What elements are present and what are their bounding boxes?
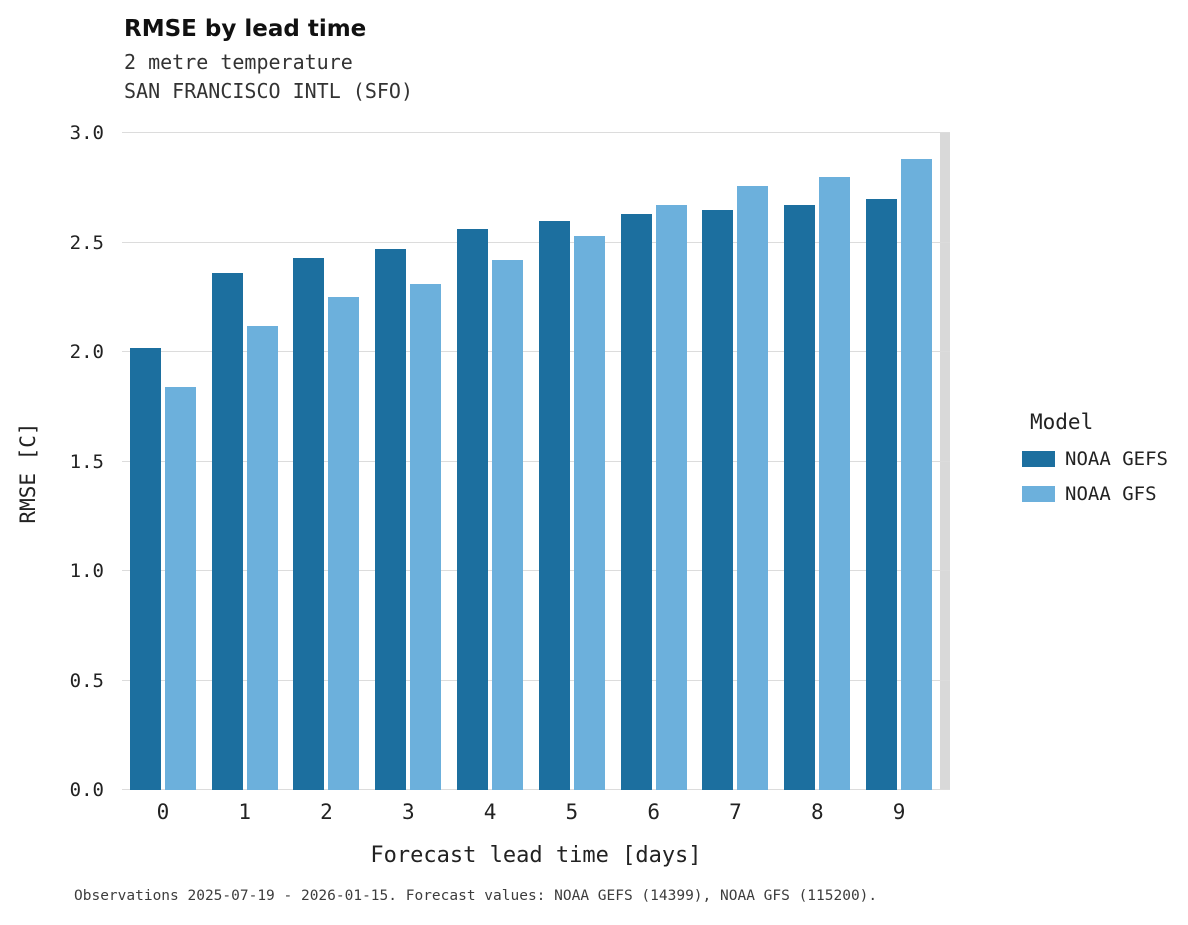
gridline xyxy=(122,351,950,352)
bar-noaa-gfs-lead-3 xyxy=(410,284,442,790)
gridline xyxy=(122,241,950,243)
bar-noaa-gefs-lead-9 xyxy=(866,198,898,790)
legend-title: Model xyxy=(1030,410,1094,434)
bar-noaa-gfs-lead-1 xyxy=(246,325,278,790)
x-tick-label: 8 xyxy=(810,800,824,824)
legend-swatch xyxy=(1022,486,1055,502)
bar-group-lead-4 xyxy=(449,133,531,790)
bar-noaa-gefs-lead-7 xyxy=(702,209,734,790)
y-axis: 0.0 0.5 1.0 1.5 2.0 2.5 3.0 xyxy=(60,122,112,801)
bar-noaa-gefs-lead-4 xyxy=(457,229,489,790)
bar-noaa-gfs-lead-9 xyxy=(901,159,933,790)
legend-label: NOAA GEFS xyxy=(1065,448,1168,470)
plot-right-band xyxy=(940,133,950,790)
bar-noaa-gfs-lead-2 xyxy=(328,297,360,790)
legend-swatch xyxy=(1022,451,1055,467)
bar-group-lead-0 xyxy=(122,133,204,790)
bar-noaa-gefs-lead-5 xyxy=(538,220,570,790)
bar-group-lead-5 xyxy=(531,133,613,790)
title-block: RMSE by lead time 2 metre temperature SA… xyxy=(124,16,413,106)
bar-noaa-gfs-lead-0 xyxy=(164,387,196,790)
y-tick-label: 0.5 xyxy=(69,669,104,692)
footer-caption: Observations 2025-07-19 - 2026-01-15. Fo… xyxy=(74,888,878,904)
x-axis-title: Forecast lead time [days] xyxy=(370,843,702,868)
gridline xyxy=(122,570,950,571)
bar-group-lead-7 xyxy=(695,133,777,790)
legend-label: NOAA GFS xyxy=(1065,483,1157,505)
x-tick-label: 1 xyxy=(238,800,252,824)
legend-entries: NOAA GEFS NOAA GFS xyxy=(1022,448,1182,505)
bar-noaa-gefs-lead-3 xyxy=(375,249,407,790)
bar-noaa-gefs-lead-8 xyxy=(784,205,816,790)
legend: Model NOAA GEFS NOAA GFS xyxy=(1022,410,1182,518)
bar-noaa-gefs-lead-6 xyxy=(620,214,652,790)
chart-title: RMSE by lead time xyxy=(124,16,367,42)
gridline xyxy=(122,789,950,790)
bar-group-lead-1 xyxy=(204,133,286,790)
y-tick-label: 1.0 xyxy=(69,560,104,582)
bar-noaa-gefs-lead-2 xyxy=(293,257,325,790)
bar-noaa-gfs-lead-5 xyxy=(573,235,605,790)
bar-group-lead-8 xyxy=(776,133,858,790)
x-tick-label: 0 xyxy=(156,800,170,824)
bar-group-lead-3 xyxy=(367,133,449,790)
gridline xyxy=(122,679,950,681)
legend-entry-noaa-gefs: NOAA GEFS xyxy=(1022,448,1182,470)
x-tick-label: 3 xyxy=(401,800,415,824)
y-tick-label: 1.5 xyxy=(69,450,104,473)
y-tick-label: 3.0 xyxy=(69,122,104,144)
plot-area xyxy=(122,132,950,790)
bar-noaa-gfs-lead-4 xyxy=(492,260,524,790)
bar-noaa-gefs-lead-0 xyxy=(129,347,161,790)
y-tick-label: 2.5 xyxy=(69,231,104,254)
bar-noaa-gefs-lead-1 xyxy=(211,273,243,790)
x-tick-label: 4 xyxy=(483,800,497,824)
bars-container xyxy=(122,133,940,790)
x-tick-label: 9 xyxy=(892,800,906,824)
y-axis-title: RMSE [C] xyxy=(16,422,40,524)
chart-subtitle-line-2: SAN FRANCISCO INTL (SFO) xyxy=(124,79,413,103)
bar-group-lead-9 xyxy=(858,133,940,790)
x-tick-label: 7 xyxy=(729,800,742,824)
bar-noaa-gfs-lead-7 xyxy=(737,185,769,790)
bar-group-lead-2 xyxy=(286,133,368,790)
legend-entry-noaa-gfs: NOAA GFS xyxy=(1022,483,1182,505)
y-tick-label: 2.0 xyxy=(69,341,104,363)
bar-noaa-gfs-lead-6 xyxy=(655,205,687,790)
bar-noaa-gfs-lead-8 xyxy=(819,176,851,790)
gridline xyxy=(122,460,950,462)
x-axis: 0 1 2 3 4 5 6 7 8 9 xyxy=(122,800,940,824)
chart-subtitle-line-1: 2 metre temperature xyxy=(124,50,353,74)
x-tick-label: 6 xyxy=(647,800,660,824)
x-tick-label: 5 xyxy=(565,800,579,824)
gridline xyxy=(122,132,950,133)
bar-group-lead-6 xyxy=(613,133,695,790)
x-tick-label: 2 xyxy=(320,800,333,824)
y-tick-label: 0.0 xyxy=(69,779,104,801)
